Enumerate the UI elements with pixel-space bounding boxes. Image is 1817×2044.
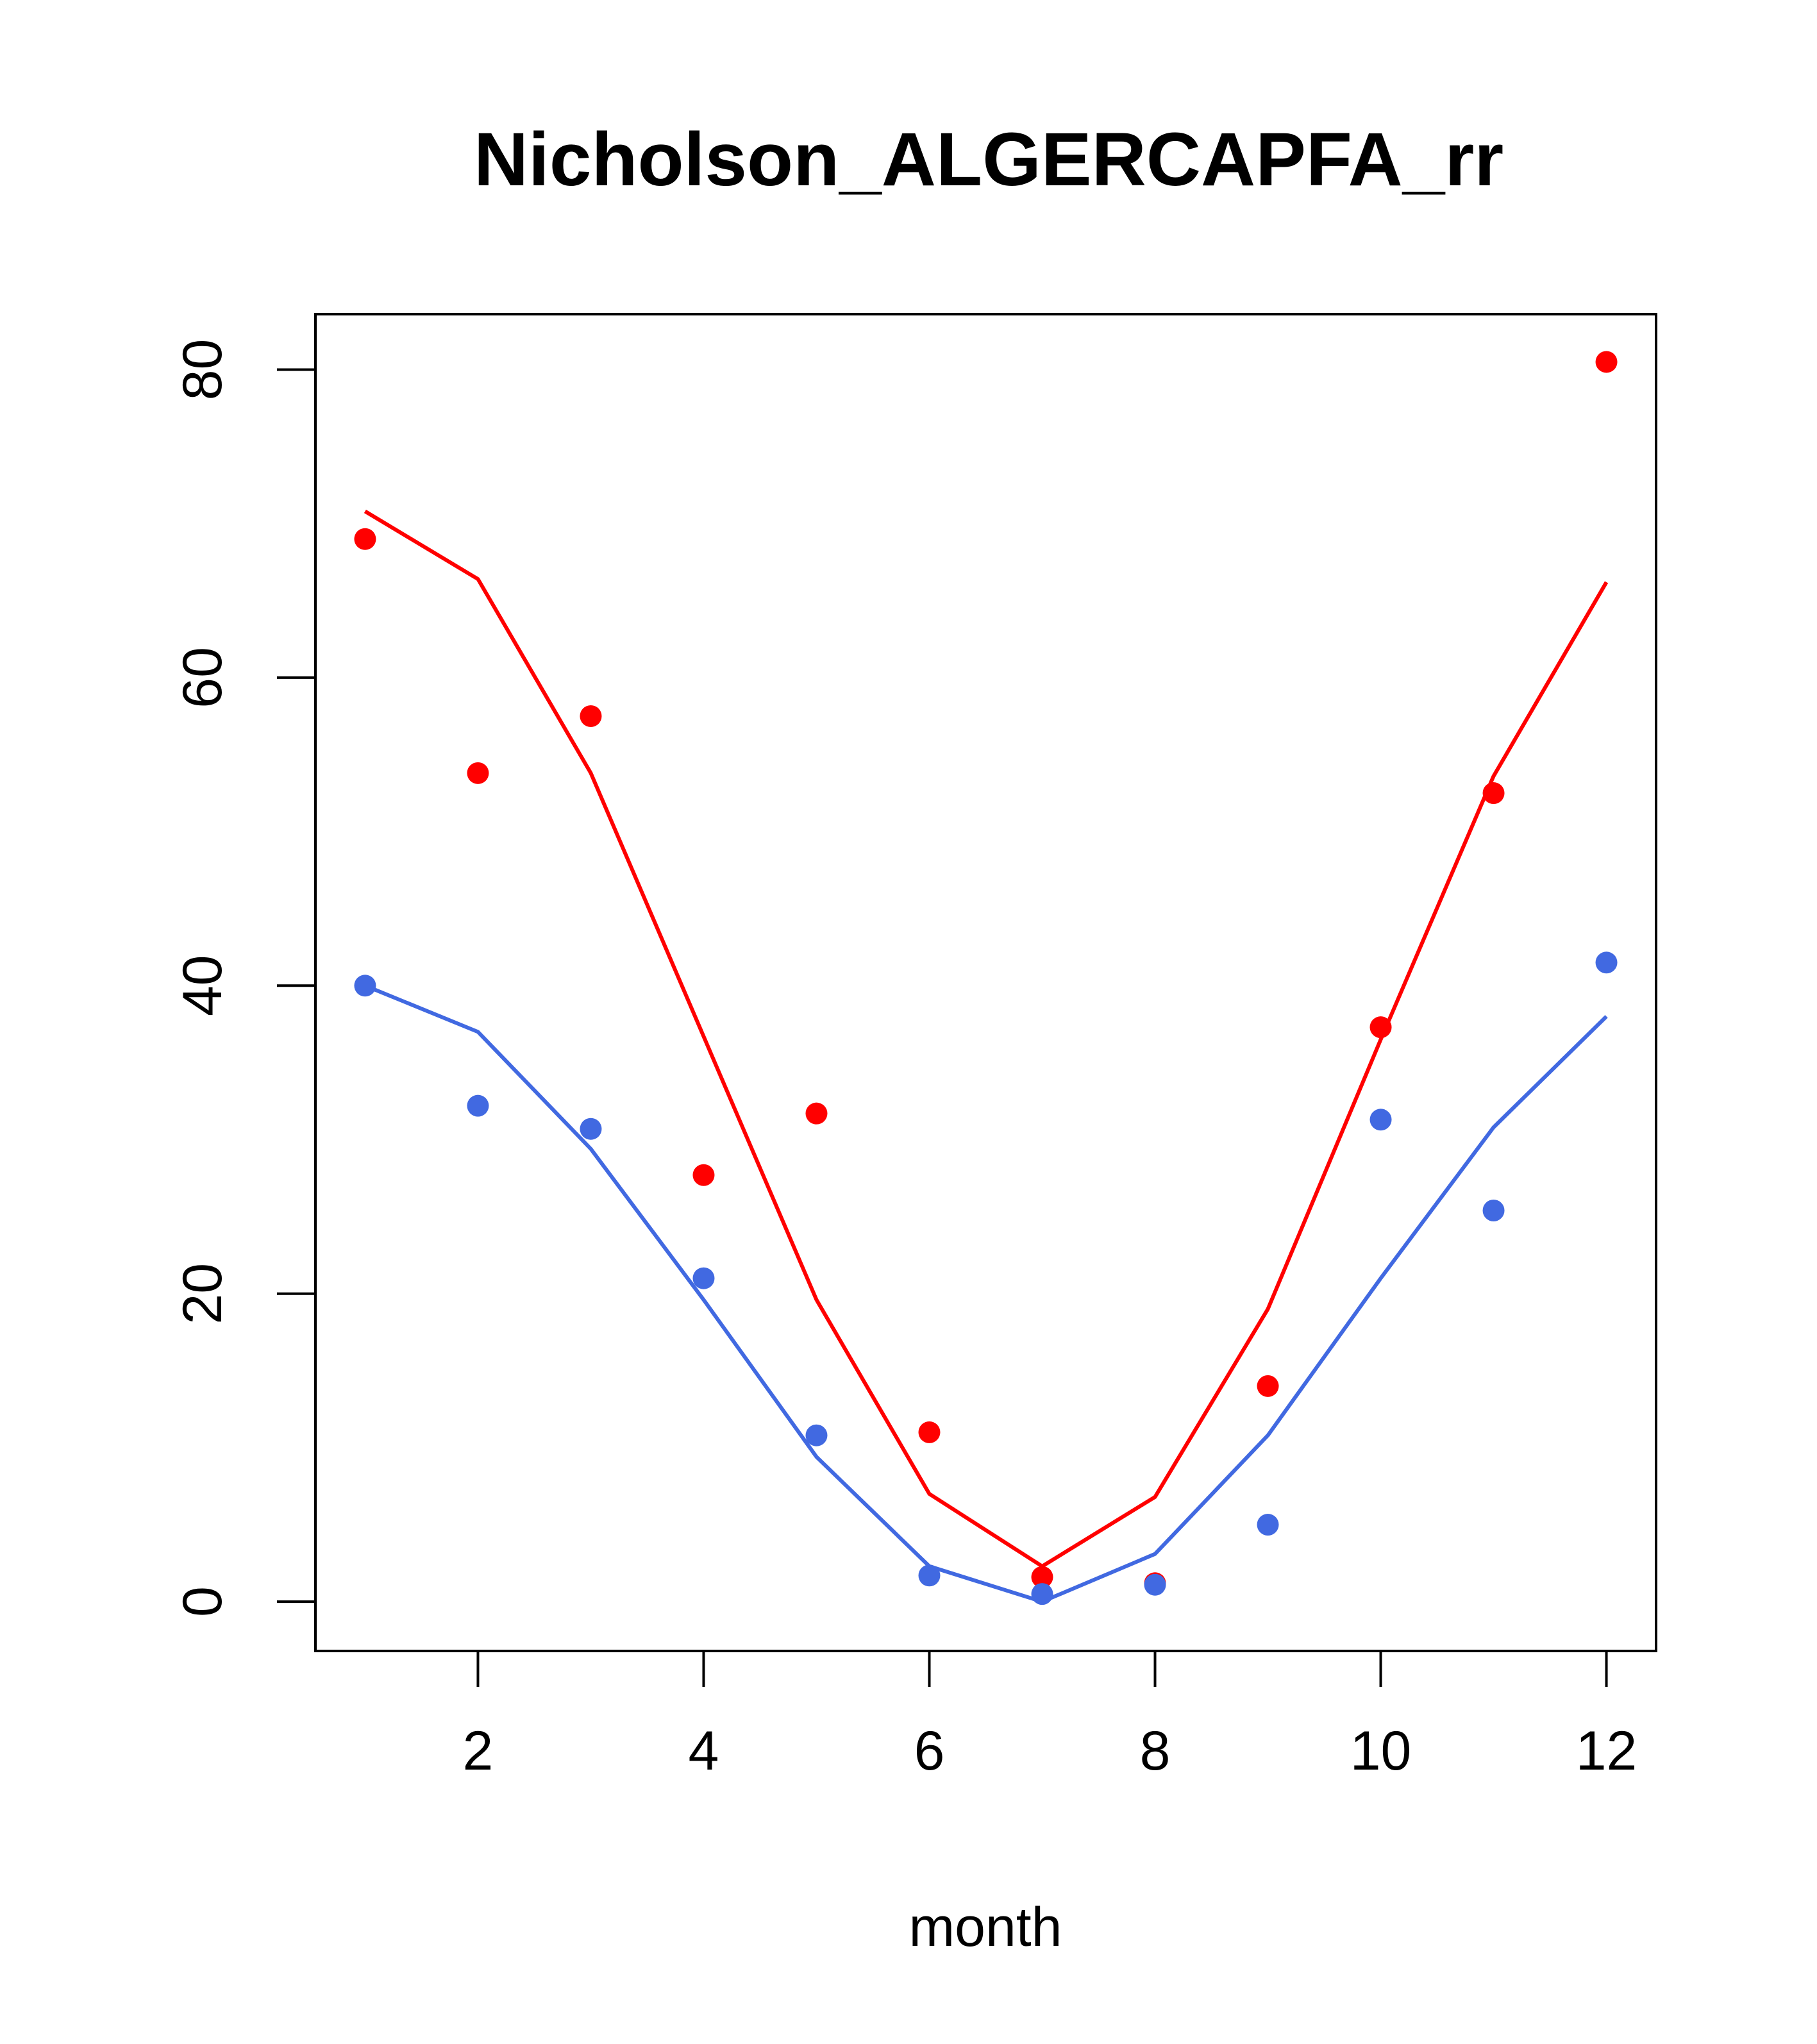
series-2-point	[354, 975, 376, 997]
y-tick-label: 20	[172, 1263, 233, 1325]
series-2-point	[1595, 951, 1618, 974]
y-tick-label: 40	[172, 955, 233, 1016]
series-1-point	[467, 762, 489, 784]
series-2-point	[805, 1424, 828, 1446]
series-2-point	[580, 1118, 602, 1140]
x-tick-label: 6	[914, 1720, 945, 1782]
series-2-point	[467, 1094, 489, 1117]
x-tick-label: 2	[463, 1720, 494, 1782]
x-tick-label: 12	[1576, 1720, 1637, 1782]
series-1-point	[1595, 351, 1618, 373]
series-1-point	[805, 1102, 828, 1125]
series-1-point	[354, 528, 376, 550]
series-1-point	[1031, 1566, 1053, 1588]
series-1-point	[918, 1421, 941, 1443]
series-1-line	[364, 509, 1609, 1568]
y-tick-label: 60	[172, 647, 233, 708]
series-2-point	[692, 1267, 715, 1289]
series-layer	[354, 351, 1618, 1605]
series-2-point	[918, 1564, 941, 1587]
series-2-point	[1482, 1200, 1505, 1222]
x-axis-label: month	[908, 1897, 1062, 1958]
series-2-point	[1257, 1514, 1279, 1536]
series-1-point	[692, 1164, 715, 1186]
series-2-point	[1144, 1573, 1166, 1596]
y-tick-label: 80	[172, 339, 233, 401]
chart-title: Nicholson_ALGERCAPFA_rr	[474, 117, 1503, 202]
x-tick-label: 4	[689, 1720, 719, 1782]
series-1-point	[1369, 1016, 1392, 1039]
series-2-line	[364, 984, 1608, 1604]
x-tick-label: 8	[1140, 1720, 1171, 1782]
series-1-point	[580, 705, 602, 727]
y-tick-label: 0	[172, 1586, 233, 1617]
series-2-point	[1369, 1109, 1392, 1131]
series-1-point	[1482, 782, 1505, 805]
x-tick-label: 10	[1350, 1720, 1412, 1782]
series-1-point	[1257, 1375, 1279, 1397]
y-axis: 0 20 40 60 80	[172, 339, 317, 1617]
series-2-point	[1031, 1583, 1053, 1605]
x-axis: 2 4 6 8 10 12	[463, 1650, 1637, 1782]
plot-frame	[314, 313, 1657, 1652]
